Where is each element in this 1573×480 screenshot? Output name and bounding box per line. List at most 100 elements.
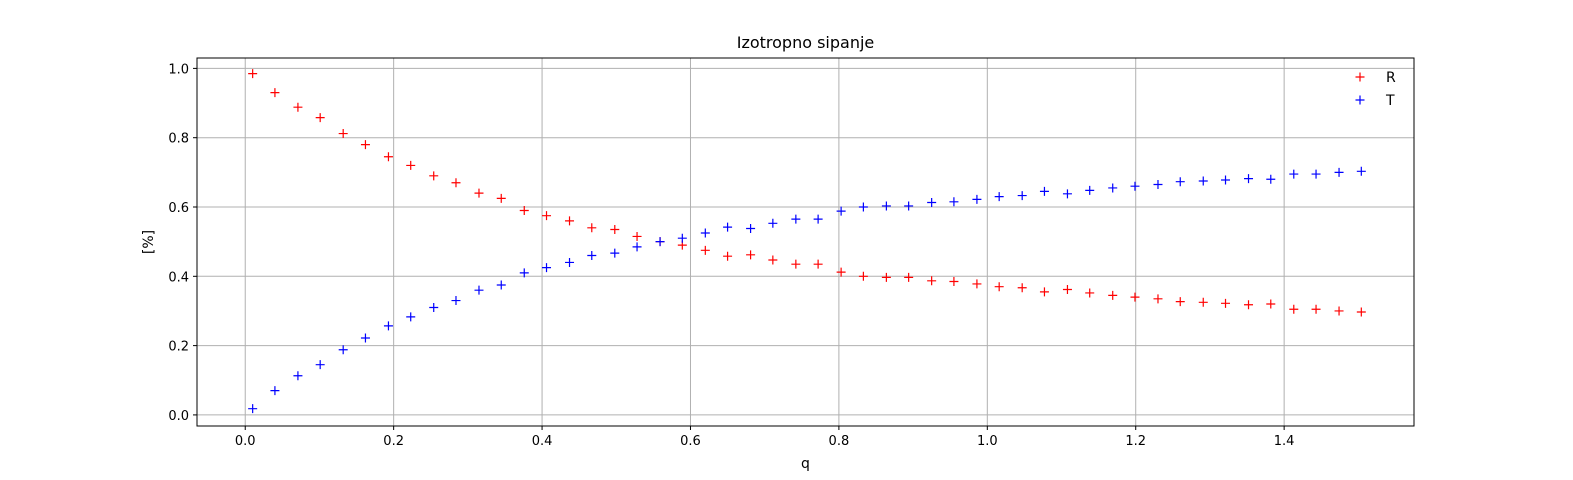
x-tick-label: 0.0 — [235, 434, 256, 449]
point-t — [927, 197, 937, 207]
point-t — [248, 404, 258, 414]
point-t — [1039, 186, 1049, 196]
point-r — [429, 171, 439, 181]
point-r — [406, 160, 416, 170]
point-t — [1108, 183, 1118, 193]
point-r — [474, 188, 484, 198]
point-r — [949, 277, 959, 287]
y-tick-label: 0.6 — [168, 201, 189, 216]
point-t — [858, 202, 868, 212]
point-t — [542, 263, 552, 273]
point-t — [791, 214, 801, 224]
data-marks — [248, 69, 1366, 414]
point-t — [451, 296, 461, 306]
point-t — [610, 248, 620, 258]
point-r — [1062, 284, 1072, 294]
point-t — [1334, 167, 1344, 177]
point-t — [1244, 174, 1254, 184]
point-r — [1356, 307, 1366, 317]
x-tick-label: 0.8 — [829, 434, 850, 449]
y-tick-label: 0.0 — [168, 409, 189, 424]
point-t — [949, 197, 959, 207]
point-r — [791, 259, 801, 269]
point-r — [836, 267, 846, 277]
series-t — [248, 166, 1366, 414]
x-tick-label: 0.2 — [383, 434, 404, 449]
point-r — [1108, 290, 1118, 300]
y-tick-label: 0.2 — [168, 340, 189, 355]
x-tick-label: 1.2 — [1125, 434, 1146, 449]
point-r — [746, 250, 756, 260]
point-t — [338, 345, 348, 355]
point-r — [451, 178, 461, 188]
point-t — [1266, 174, 1276, 184]
point-r — [383, 152, 393, 162]
point-t — [383, 321, 393, 331]
y-tick-label: 0.4 — [168, 270, 189, 285]
point-t — [1175, 177, 1185, 187]
point-t — [813, 214, 823, 224]
point-r — [904, 272, 914, 282]
legend-label-t: T — [1385, 93, 1395, 109]
point-r — [858, 271, 868, 281]
legend-label-r: R — [1386, 70, 1396, 86]
legend-marker-r — [1355, 72, 1365, 82]
point-t — [1311, 169, 1321, 179]
point-t — [655, 237, 665, 247]
point-r — [338, 129, 348, 139]
point-t — [677, 233, 687, 243]
point-r — [1334, 306, 1344, 316]
grid — [197, 58, 1414, 426]
point-r — [1221, 298, 1231, 308]
point-r — [700, 245, 710, 255]
point-r — [632, 231, 642, 241]
point-r — [519, 205, 529, 215]
point-r — [270, 88, 280, 98]
point-r — [1085, 288, 1095, 298]
point-t — [496, 280, 506, 290]
point-r — [587, 223, 597, 233]
point-r — [927, 276, 937, 286]
point-r — [248, 69, 258, 79]
point-r — [293, 102, 303, 112]
point-t — [632, 242, 642, 252]
x-tick-label: 1.0 — [977, 434, 998, 449]
x-axis-label: q — [801, 456, 810, 472]
point-r — [723, 251, 733, 261]
plot-area-frame — [196, 57, 1415, 427]
point-t — [360, 333, 370, 343]
x-tick-label: 1.4 — [1274, 434, 1295, 449]
point-t — [746, 223, 756, 233]
point-r — [1175, 297, 1185, 307]
point-t — [904, 201, 914, 211]
point-r — [1311, 304, 1321, 314]
chart-title: Izotropno sipanje — [737, 33, 875, 52]
point-t — [1130, 181, 1140, 191]
point-t — [1017, 191, 1027, 201]
point-r — [1266, 299, 1276, 309]
legend: RT — [1355, 70, 1396, 109]
point-r — [496, 193, 506, 203]
point-t — [1198, 176, 1208, 186]
point-r — [360, 140, 370, 150]
point-t — [768, 218, 778, 228]
x-tick-label: 0.4 — [532, 434, 553, 449]
point-r — [610, 225, 620, 235]
point-t — [1153, 179, 1163, 189]
y-tick-label: 0.8 — [168, 132, 189, 147]
x-tick-label: 0.6 — [680, 434, 701, 449]
point-t — [881, 201, 891, 211]
point-t — [293, 371, 303, 381]
point-r — [813, 259, 823, 269]
point-r — [1244, 300, 1254, 310]
series-r — [248, 69, 1366, 317]
point-r — [1039, 287, 1049, 297]
point-t — [836, 206, 846, 216]
point-r — [768, 255, 778, 265]
point-t — [429, 302, 439, 312]
point-t — [1062, 189, 1072, 199]
point-r — [1130, 292, 1140, 302]
point-t — [700, 228, 710, 238]
point-r — [972, 279, 982, 289]
point-t — [723, 222, 733, 232]
